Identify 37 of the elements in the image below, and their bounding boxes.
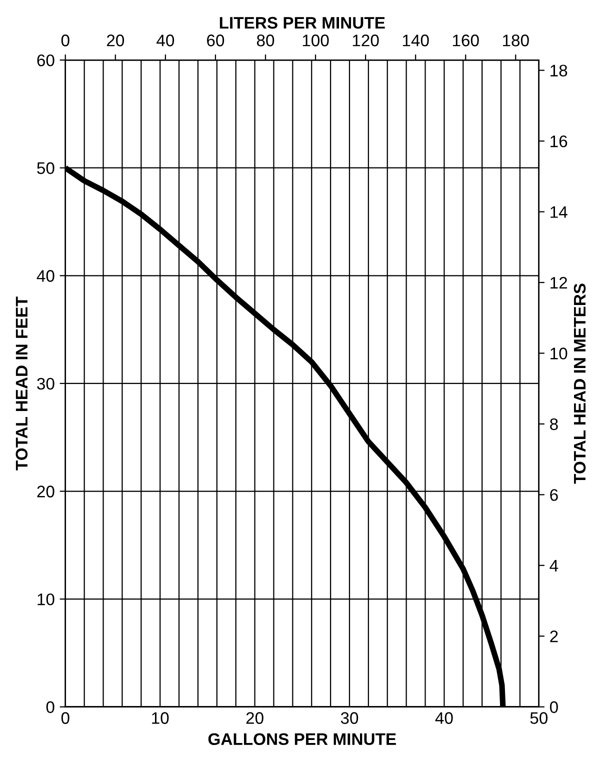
x-tick-label: 20: [246, 712, 264, 724]
y2-tick-label: 14: [550, 206, 568, 218]
y2-tick-label: 4: [550, 560, 558, 572]
y-tick-label: 50: [37, 162, 54, 174]
y-tick-label: 30: [37, 378, 54, 390]
y2-tick-label: 0: [550, 701, 558, 714]
y2-tick-label: 16: [550, 135, 568, 148]
x-tick-label: 30: [340, 712, 358, 724]
y-tick-label: 20: [37, 486, 54, 498]
y2-tick-label: 10: [550, 348, 568, 360]
y2-tick-label: 8: [550, 418, 558, 430]
x-tick-label: 0: [61, 712, 70, 724]
x-tick-label: 10: [152, 712, 169, 724]
y2-tick-label: 6: [550, 489, 558, 501]
x-tick-label: 40: [435, 712, 453, 724]
x2-tick-label: 120: [352, 34, 379, 46]
x2-tick-label: 80: [256, 34, 274, 46]
y2-tick-label: 12: [550, 276, 568, 289]
x2-tick-label: 20: [106, 34, 124, 46]
y2-tick-label: 2: [550, 630, 558, 642]
y-tick-label: 0: [46, 701, 54, 714]
x2-tick-label: 60: [207, 34, 224, 46]
y-tick-label: 40: [36, 270, 54, 282]
x-tick-label: 50: [530, 712, 548, 724]
y-axis-title: TOTAL HEAD IN FEET: [16, 296, 28, 470]
x-axis-title: GALLONS PER MINUTE: [208, 733, 396, 746]
y-tick-label: 10: [38, 593, 54, 606]
x2-tick-label: 140: [402, 34, 429, 46]
x2-axis-title: LITERS PER MINUTE: [220, 16, 385, 29]
y2-axis-title: TOTAL HEAD IN METERS: [574, 284, 586, 484]
x2-tick-label: 100: [302, 34, 329, 46]
y-tick-label: 60: [37, 54, 54, 66]
y2-tick-label: 18: [550, 64, 568, 77]
x2-tick-label: 180: [503, 34, 529, 46]
x2-tick-label: 40: [156, 34, 174, 46]
x2-tick-label: 160: [452, 34, 479, 46]
x2-tick-label: 0: [61, 34, 70, 46]
